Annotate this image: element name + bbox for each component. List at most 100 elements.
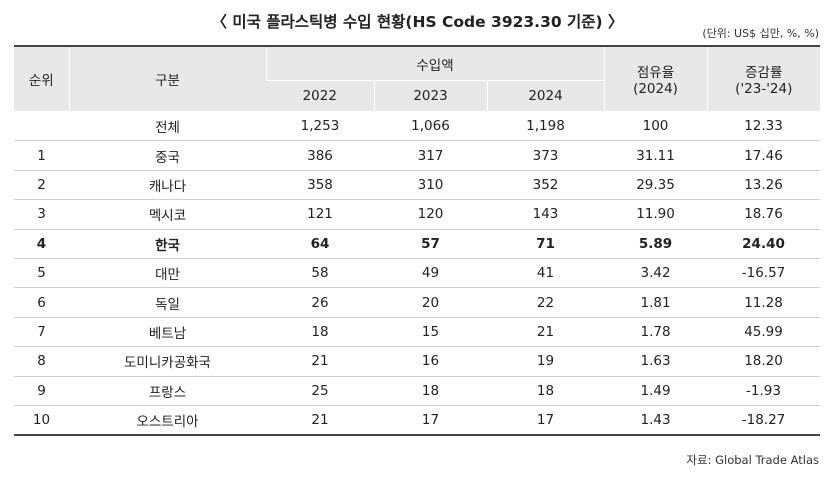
cell-rank: 3	[14, 199, 69, 230]
table-row: 3 멕시코 121 120 143 11.90 18.76	[14, 199, 821, 230]
cell-2022: 21	[266, 405, 374, 437]
unit-note: (단위: US$ 십만, %, %)	[702, 27, 819, 40]
cell-rank: 1	[14, 140, 69, 171]
cell-change: 18.76	[707, 199, 821, 230]
cell-2024: 18	[487, 376, 605, 406]
header-change-line1: 증감률	[745, 65, 783, 81]
cell-change: -1.93	[707, 376, 821, 406]
cell-2024: 71	[487, 229, 605, 259]
cell-share: 1.78	[604, 317, 708, 348]
cell-change: -16.57	[707, 258, 821, 289]
table-row: 2 캐나다 358 310 352 29.35 13.26	[14, 170, 821, 201]
cell-change: 11.28	[707, 287, 821, 318]
cell-2022: 58	[266, 258, 374, 289]
cell-share: 100	[604, 111, 708, 142]
cell-country: 대만	[69, 258, 266, 289]
cell-country: 캐나다	[69, 170, 266, 201]
table-row: 전체 1,253 1,066 1,198 100 12.33	[14, 111, 821, 142]
cell-share: 1.63	[604, 346, 708, 377]
header-share: 점유율 (2024)	[603, 45, 708, 112]
cell-rank: 7	[14, 317, 69, 348]
cell-change: 24.40	[707, 229, 821, 259]
cell-change: 18.20	[707, 346, 821, 377]
table-row: 1 중국 386 317 373 31.11 17.46	[14, 140, 821, 171]
table-row: 9 프랑스 25 18 18 1.49 -1.93	[14, 376, 821, 406]
cell-2022: 1,253	[266, 111, 374, 142]
cell-change: 45.99	[707, 317, 821, 348]
cell-2023: 15	[374, 317, 487, 348]
cell-rank: 5	[14, 258, 69, 289]
cell-2023: 17	[374, 405, 487, 437]
cell-country: 중국	[69, 140, 266, 171]
cell-share: 1.81	[604, 287, 708, 318]
header-year-2024: 2024	[486, 80, 605, 112]
header-year-2023: 2023	[373, 80, 487, 112]
header-change-line2: ('23-'24)	[735, 81, 793, 97]
cell-rank: 8	[14, 346, 69, 377]
cell-change: 13.26	[707, 170, 821, 201]
cell-country: 한국	[69, 229, 266, 259]
cell-2024: 352	[487, 170, 605, 201]
cell-2023: 57	[374, 229, 487, 259]
cell-2024: 21	[487, 317, 605, 348]
cell-2023: 1,066	[374, 111, 487, 142]
cell-country: 베트남	[69, 317, 266, 348]
cell-rank: 6	[14, 287, 69, 318]
cell-2022: 18	[266, 317, 374, 348]
cell-rank	[14, 111, 69, 142]
cell-2023: 20	[374, 287, 487, 318]
table-row: 5 대만 58 49 41 3.42 -16.57	[14, 258, 821, 289]
cell-2024: 17	[487, 405, 605, 437]
header-imports: 수입액	[265, 45, 605, 81]
cell-2024: 41	[487, 258, 605, 289]
header-year-2022: 2022	[266, 80, 374, 112]
cell-2023: 49	[374, 258, 487, 289]
cell-2024: 1,198	[487, 111, 605, 142]
cell-2024: 19	[487, 346, 605, 377]
table-row: 8 도미니카공화국 21 16 19 1.63 18.20	[14, 346, 821, 377]
cell-2023: 16	[374, 346, 487, 377]
cell-rank: 9	[14, 376, 69, 406]
cell-change: 17.46	[707, 140, 821, 171]
cell-2024: 143	[487, 199, 605, 230]
cell-2022: 26	[266, 287, 374, 318]
cell-share: 1.43	[604, 405, 708, 437]
table-body: 전체 1,253 1,066 1,198 100 12.33 1 중국 386 317 373 31.…	[14, 111, 821, 437]
cell-2022: 21	[266, 346, 374, 377]
table-row: 10 오스트리아 21 17 17 1.43 -18.27	[14, 405, 821, 437]
header-change: 증감률 ('23-'24)	[706, 45, 821, 112]
cell-2022: 358	[266, 170, 374, 201]
cell-share: 3.42	[604, 258, 708, 289]
cell-share: 1.49	[604, 376, 708, 406]
cell-rank: 2	[14, 170, 69, 201]
source-note: 자료: Global Trade Atlas	[686, 453, 819, 467]
table-title: 〈 미국 플라스틱병 수입 현황(HS Code 3923.30 기준) 〉	[211, 13, 624, 31]
table-row: 4 한국 64 57 71 5.89 24.40	[14, 229, 821, 259]
cell-rank: 10	[14, 405, 69, 437]
header-share-line2: (2024)	[633, 81, 678, 97]
cell-country: 전체	[69, 111, 266, 142]
cell-share: 29.35	[604, 170, 708, 201]
cell-2024: 373	[487, 140, 605, 171]
header-rank: 순위	[14, 45, 69, 112]
cell-2022: 121	[266, 199, 374, 230]
cell-country: 오스트리아	[69, 405, 266, 437]
table-row: 6 독일 26 20 22 1.81 11.28	[14, 287, 821, 318]
cell-rank: 4	[14, 229, 69, 259]
table-row: 7 베트남 18 15 21 1.78 45.99	[14, 317, 821, 348]
cell-share: 11.90	[604, 199, 708, 230]
cell-2023: 317	[374, 140, 487, 171]
cell-country: 독일	[69, 287, 266, 318]
header-category: 구분	[68, 45, 266, 112]
cell-change: 12.33	[707, 111, 821, 142]
cell-country: 멕시코	[69, 199, 266, 230]
cell-2022: 386	[266, 140, 374, 171]
cell-2023: 310	[374, 170, 487, 201]
cell-2023: 18	[374, 376, 487, 406]
cell-country: 도미니카공화국	[69, 346, 266, 377]
header-share-line1: 점유율	[636, 65, 675, 81]
cell-2023: 120	[374, 199, 487, 230]
cell-2022: 64	[266, 229, 374, 259]
cell-share: 5.89	[604, 229, 708, 259]
cell-country: 프랑스	[69, 376, 266, 406]
